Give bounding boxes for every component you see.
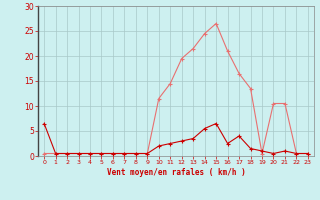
X-axis label: Vent moyen/en rafales ( km/h ): Vent moyen/en rafales ( km/h ) (107, 168, 245, 177)
